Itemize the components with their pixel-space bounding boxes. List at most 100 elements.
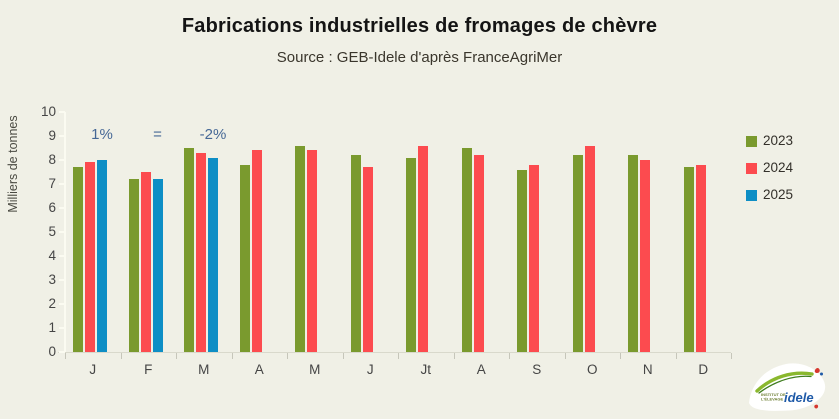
bar-2023-J-5 xyxy=(350,155,361,352)
legend-item-2024: 2024 xyxy=(746,160,816,176)
bar-2024-N-10 xyxy=(640,160,650,352)
bar-2024-J-5 xyxy=(362,167,373,352)
bar-2024-F-1 xyxy=(140,172,151,352)
x-tick-mark xyxy=(509,353,510,359)
y-tick-label: 8 xyxy=(48,152,56,167)
x-category-label: F xyxy=(144,362,153,377)
x-tick-mark xyxy=(231,353,233,359)
y-tick-label: 10 xyxy=(40,104,56,119)
y-tick-label: 7 xyxy=(48,176,56,191)
y-tick-label: 4 xyxy=(48,248,56,263)
y-axis-line xyxy=(64,112,66,352)
x-tick-mark xyxy=(65,353,66,359)
y-tick-mark xyxy=(59,111,65,113)
bar-2023-A-3 xyxy=(239,164,250,352)
y-tick-label: 0 xyxy=(48,344,56,359)
y-tick-mark xyxy=(59,207,65,209)
x-tick-mark xyxy=(564,353,566,359)
y-tick-label: 6 xyxy=(48,200,56,215)
y-tick-mark xyxy=(59,159,65,161)
y-tick-mark xyxy=(59,183,65,185)
logo-accent-blue xyxy=(820,372,823,376)
legend-label-2025: 2025 xyxy=(763,187,794,202)
logo-org-small-line2: L'ÉLEVAGE xyxy=(761,397,784,402)
legend-item-2023: 2023 xyxy=(746,133,816,149)
legend-label-2023: 2023 xyxy=(763,133,794,148)
legend-swatch-2025 xyxy=(746,190,757,201)
chart-subtitle: Source : GEB-Idele d'après FranceAgriMer xyxy=(276,49,563,66)
y-tick-mark xyxy=(59,327,65,329)
annotation--2%: -2% xyxy=(199,126,227,143)
x-tick-mark xyxy=(731,353,732,359)
logo-accent-red-small xyxy=(814,404,819,409)
x-tick-mark xyxy=(342,353,344,359)
x-category-label: O xyxy=(586,362,598,377)
legend-item-2025: 2025 xyxy=(746,187,816,203)
x-category-label: Jt xyxy=(420,362,431,377)
bar-2024-Jt-6 xyxy=(418,145,428,352)
y-tick-label: 1 xyxy=(48,320,56,335)
y-tick-label: 5 xyxy=(48,224,56,239)
logo-accent-red xyxy=(814,368,820,373)
bar-2024-A-3 xyxy=(251,150,262,352)
x-category-label: A xyxy=(476,362,486,377)
bar-2024-D-11 xyxy=(695,164,706,352)
annotation-=: = xyxy=(153,126,162,143)
idele-logo: INSTITUT DE L'ÉLEVAGE idele xyxy=(749,363,826,411)
x-tick-mark xyxy=(620,353,621,359)
legend-label-2024: 2024 xyxy=(763,160,794,175)
bar-2023-M-4 xyxy=(295,145,305,352)
y-tick-mark xyxy=(59,279,65,281)
y-tick-mark xyxy=(59,255,65,257)
bar-2024-J-0 xyxy=(85,162,95,352)
bar-2023-M-2 xyxy=(184,148,194,352)
x-category-label: M xyxy=(309,362,321,377)
bar-2025-F-1 xyxy=(152,179,163,352)
y-tick-label: 2 xyxy=(48,296,56,311)
bar-2024-S-8 xyxy=(529,164,539,352)
bar-2024-M-2 xyxy=(196,152,206,352)
bar-2023-A-7 xyxy=(461,148,472,352)
logo-swoosh-dark xyxy=(758,375,812,394)
legend-swatch-2023 xyxy=(746,136,757,147)
logo-pick-shape xyxy=(749,363,826,411)
x-tick-mark xyxy=(398,353,399,359)
y-tick-mark xyxy=(59,303,65,305)
x-tick-mark xyxy=(675,353,677,359)
bar-2023-F-1 xyxy=(128,179,139,352)
x-tick-mark xyxy=(453,353,455,359)
y-tick-mark xyxy=(59,135,65,137)
y-tick-mark xyxy=(59,351,65,353)
bar-2024-O-9 xyxy=(584,145,595,352)
bar-2023-D-11 xyxy=(683,167,694,352)
x-category-label: J xyxy=(366,362,374,377)
bar-2025-M-2 xyxy=(208,157,218,352)
bar-2025-J-0 xyxy=(97,160,107,352)
legend-swatch-2024 xyxy=(746,163,757,174)
bar-2023-J-0 xyxy=(73,167,83,352)
y-tick-label: 3 xyxy=(48,272,56,287)
bar-2023-Jt-6 xyxy=(406,157,416,352)
logo-org-small-line1: INSTITUT DE xyxy=(761,392,786,397)
x-category-label: J xyxy=(89,362,97,377)
bar-2023-S-8 xyxy=(517,169,527,352)
bar-2023-N-10 xyxy=(628,155,638,352)
x-tick-mark xyxy=(120,353,122,359)
x-tick-mark xyxy=(176,353,177,359)
y-tick-label: 9 xyxy=(48,128,56,143)
x-tick-mark xyxy=(287,353,288,359)
bar-2024-M-4 xyxy=(307,150,317,352)
chart-title: Fabrications industrielles de fromages d… xyxy=(181,15,658,37)
x-category-label: N xyxy=(642,362,653,377)
x-category-label: M xyxy=(198,362,210,377)
x-axis-line xyxy=(58,352,731,353)
x-category-label: A xyxy=(254,362,264,377)
annotation-1%: 1% xyxy=(91,126,113,143)
x-category-label: S xyxy=(532,362,542,377)
logo-org-name: idele xyxy=(784,390,814,405)
logo-swoosh-light xyxy=(755,371,814,393)
x-category-label: D xyxy=(698,362,709,377)
y-tick-mark xyxy=(59,231,65,233)
bar-2023-O-9 xyxy=(572,155,583,352)
